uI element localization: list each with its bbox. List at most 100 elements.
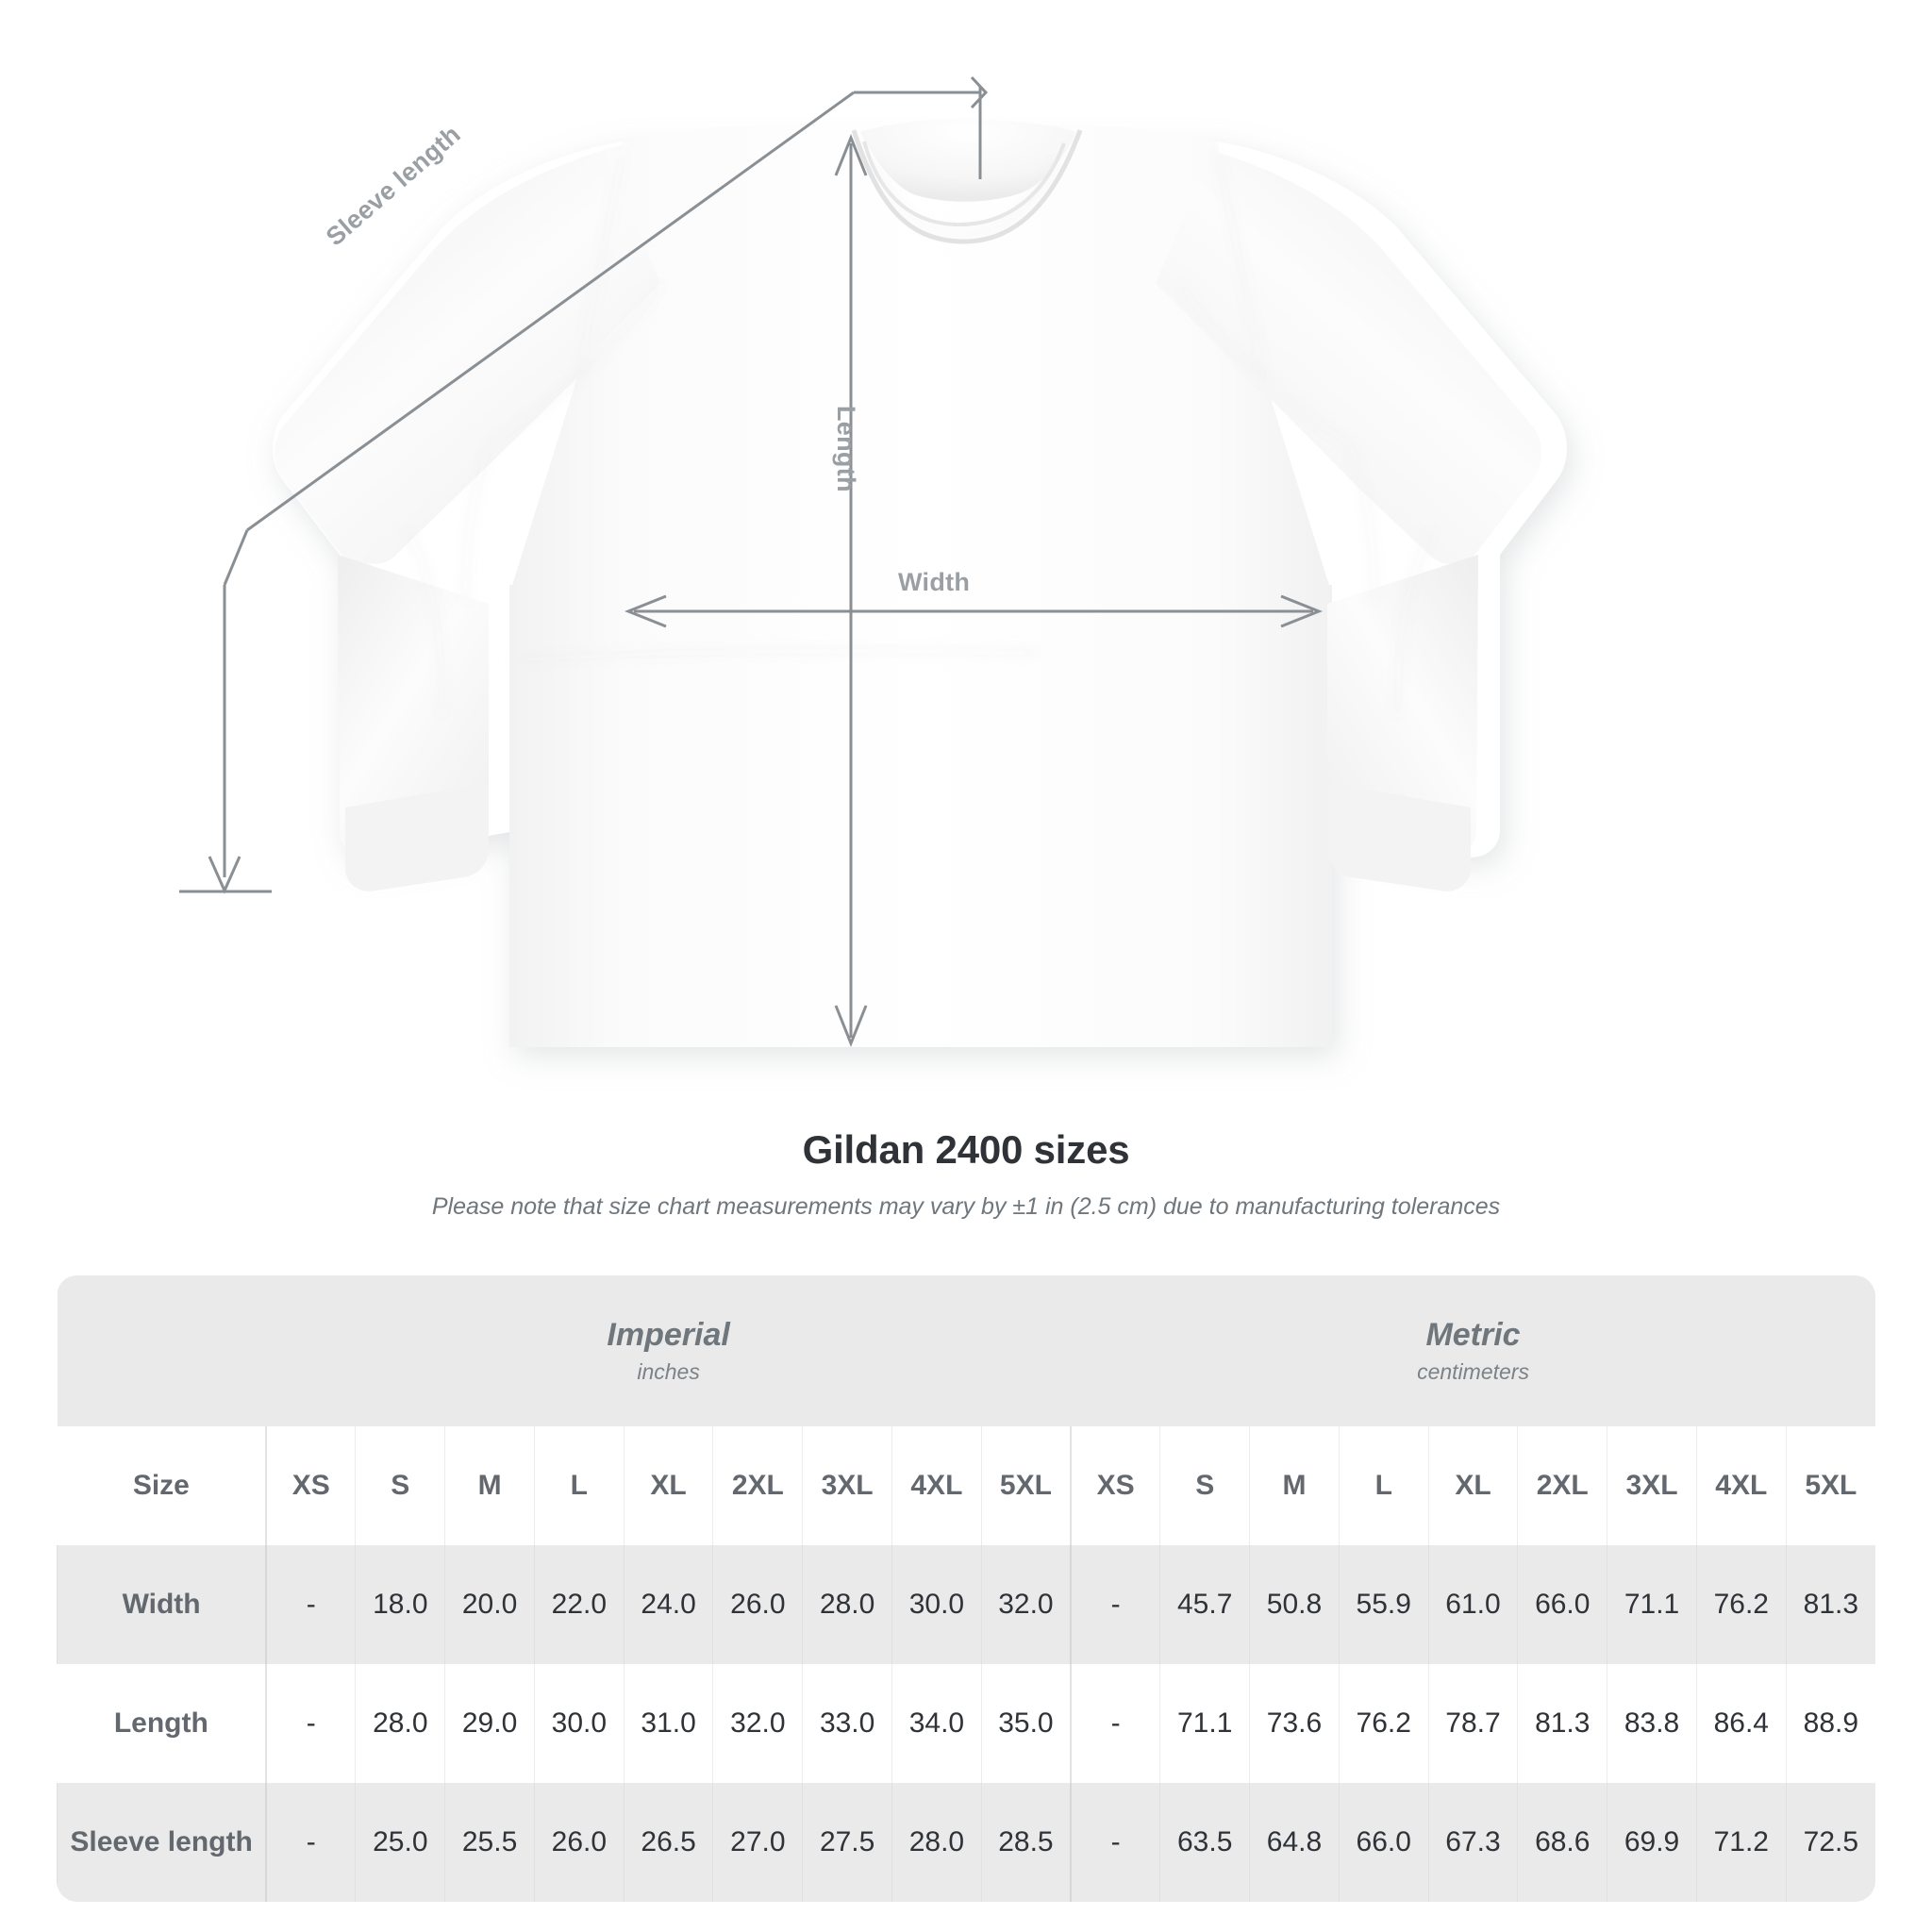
cell-width-cm-3xl: 71.1 xyxy=(1607,1545,1697,1664)
cell-sleeve-length-cm-s: 63.5 xyxy=(1159,1783,1250,1902)
table-row: Sleeve length -25.0 25.5 26.0 26.5 27.0 27.5 28… xyxy=(57,1783,1875,1902)
sleeve-length-diagonal xyxy=(246,91,855,532)
size-header-imperial-s: S xyxy=(355,1426,445,1545)
size-header-imperial-3xl: 3XL xyxy=(802,1426,892,1545)
cell-width-cm-m: 50.8 xyxy=(1249,1545,1340,1664)
cell-sleeve-length-in-l: 26.0 xyxy=(533,1783,625,1902)
shirt-folds xyxy=(404,150,1436,718)
cell-sleeve-length-cm-m: 64.8 xyxy=(1249,1783,1340,1902)
sleeve-length-arrowhead-right xyxy=(970,75,989,109)
cell-length-cm-3xl: 83.8 xyxy=(1607,1664,1697,1783)
cell-width-cm-2xl: 66.0 xyxy=(1517,1545,1607,1664)
unit-header-row: Imperial inches Metric centimeters xyxy=(57,1275,1875,1426)
cell-length-cm-m: 73.6 xyxy=(1249,1664,1340,1783)
size-header-imperial-5xl: 5XL xyxy=(980,1426,1072,1545)
table-row: Width -18.0 20.0 22.0 24.0 26.0 28.0 30.0 32.0-4… xyxy=(57,1545,1875,1664)
cell-width-cm-l: 55.9 xyxy=(1338,1545,1429,1664)
size-table-head: Imperial inches Metric centimeters Size … xyxy=(57,1275,1875,1545)
cell-length-in-m: 29.0 xyxy=(444,1664,535,1783)
unit-group-metric-name: Metric xyxy=(1425,1316,1521,1353)
size-header-metric-5xl: 5XL xyxy=(1785,1426,1875,1545)
size-header-imperial-xs: XS xyxy=(265,1426,356,1545)
shirt-sleeve-right xyxy=(1156,151,1541,564)
length-arrowhead-top xyxy=(834,133,868,176)
shirt-collar xyxy=(860,119,1075,202)
cell-length-cm-4xl: 86.4 xyxy=(1695,1664,1787,1783)
cell-width-cm-xs: - xyxy=(1070,1545,1160,1664)
shirt-sleeve-right-lower xyxy=(1327,555,1478,858)
cell-sleeve-length-in-2xl: 27.0 xyxy=(712,1783,803,1902)
cell-width-in-xl: 24.0 xyxy=(623,1545,713,1664)
size-header-metric-3xl: 3XL xyxy=(1607,1426,1697,1545)
garment-svg xyxy=(179,75,1568,1048)
cell-length-cm-2xl: 81.3 xyxy=(1517,1664,1607,1783)
cell-sleeve-length-in-s: 25.0 xyxy=(355,1783,445,1902)
shirt-body-lower xyxy=(509,585,1332,1047)
collar-outer-line xyxy=(851,129,1083,244)
cell-length-cm-5xl: 88.9 xyxy=(1785,1664,1875,1783)
size-header-imperial-m: M xyxy=(444,1426,535,1545)
cell-length-in-xs: - xyxy=(265,1664,356,1783)
shirt-cuff-left xyxy=(345,783,489,891)
measurement-annotations xyxy=(179,75,1324,1048)
cell-sleeve-length-cm-xl: 67.3 xyxy=(1427,1783,1518,1902)
size-header-metric-4xl: 4XL xyxy=(1695,1426,1787,1545)
cell-length-in-xl: 31.0 xyxy=(623,1664,713,1783)
cell-sleeve-length-cm-5xl: 72.5 xyxy=(1785,1783,1875,1902)
cell-length-cm-xl: 78.7 xyxy=(1427,1664,1518,1783)
cell-length-in-l: 30.0 xyxy=(533,1664,625,1783)
unit-group-metric: Metric centimeters xyxy=(1071,1275,1875,1426)
chart-title-block: Gildan 2400 sizes Please note that size … xyxy=(0,1127,1932,1221)
size-header-row: Size XS S M L XL 2XL 3XL 4XL 5XL XS S M L XL 2XL 3XL 4XL… xyxy=(57,1426,1875,1545)
cell-sleeve-length-in-3xl: 27.5 xyxy=(802,1783,892,1902)
cell-width-in-4xl: 30.0 xyxy=(891,1545,982,1664)
size-header-label: Size xyxy=(132,1470,190,1501)
unit-group-imperial: Imperial inches xyxy=(266,1275,1071,1426)
size-header-metric-2xl: 2XL xyxy=(1517,1426,1607,1545)
shirt-sleeve-left-main xyxy=(275,151,660,564)
size-header-metric-l: L xyxy=(1338,1426,1429,1545)
cell-width-in-5xl: 32.0 xyxy=(980,1545,1072,1664)
unit-group-metric-sub: centimeters xyxy=(1417,1359,1529,1385)
page-title: Gildan 2400 sizes xyxy=(802,1127,1130,1172)
size-header-imperial-xl: XL xyxy=(623,1426,713,1545)
page-subtitle: Please note that size chart measurements… xyxy=(431,1193,1501,1220)
size-header-metric-xl: XL xyxy=(1427,1426,1518,1545)
size-header-metric-xs: XS xyxy=(1070,1426,1160,1545)
cell-length-cm-s: 71.1 xyxy=(1159,1664,1250,1783)
unit-header-spacer xyxy=(58,1275,267,1426)
cell-length-in-4xl: 34.0 xyxy=(891,1664,982,1783)
unit-group-imperial-name: Imperial xyxy=(607,1316,730,1353)
cell-width-cm-5xl: 81.3 xyxy=(1785,1545,1875,1664)
table-row: Length -28.0 29.0 30.0 31.0 32.0 33.0 34.0 35.0-… xyxy=(57,1664,1875,1783)
cell-width-in-xs: - xyxy=(265,1545,356,1664)
size-header-imperial-l: L xyxy=(533,1426,625,1545)
sleeve-length-bend xyxy=(223,529,249,586)
cell-sleeve-length-in-4xl: 28.0 xyxy=(891,1783,982,1902)
shirt-sleeve-left-lower xyxy=(338,555,489,858)
collar-inner-line-2 xyxy=(870,158,1057,236)
size-header-imperial-2xl: 2XL xyxy=(712,1426,803,1545)
size-header-imperial-4xl: 4XL xyxy=(891,1426,982,1545)
cell-sleeve-length-cm-3xl: 69.9 xyxy=(1607,1783,1697,1902)
garment-illustration: Sleeve length Length Width xyxy=(179,75,1568,1048)
row-label-length: Length xyxy=(113,1707,208,1739)
cell-length-in-5xl: 35.0 xyxy=(980,1664,1072,1783)
cell-length-in-2xl: 32.0 xyxy=(712,1664,803,1783)
cell-length-in-3xl: 33.0 xyxy=(802,1664,892,1783)
size-header-metric-s: S xyxy=(1159,1426,1250,1545)
cell-sleeve-length-cm-xs: - xyxy=(1070,1783,1160,1902)
cell-width-in-l: 22.0 xyxy=(533,1545,625,1664)
width-dimension-label: Width xyxy=(898,568,971,596)
cell-width-in-s: 18.0 xyxy=(355,1545,445,1664)
cell-width-in-m: 20.0 xyxy=(444,1545,535,1664)
unit-group-imperial-sub: inches xyxy=(637,1359,700,1385)
cell-sleeve-length-in-5xl: 28.5 xyxy=(980,1783,1072,1902)
length-arrowhead-bottom xyxy=(834,1005,868,1048)
cell-length-cm-xs: - xyxy=(1070,1664,1160,1783)
shirt-body-upper xyxy=(509,124,1332,594)
cell-sleeve-length-cm-l: 66.0 xyxy=(1338,1783,1429,1902)
cell-sleeve-length-cm-2xl: 68.6 xyxy=(1517,1783,1607,1902)
size-header-metric-m: M xyxy=(1249,1426,1340,1545)
